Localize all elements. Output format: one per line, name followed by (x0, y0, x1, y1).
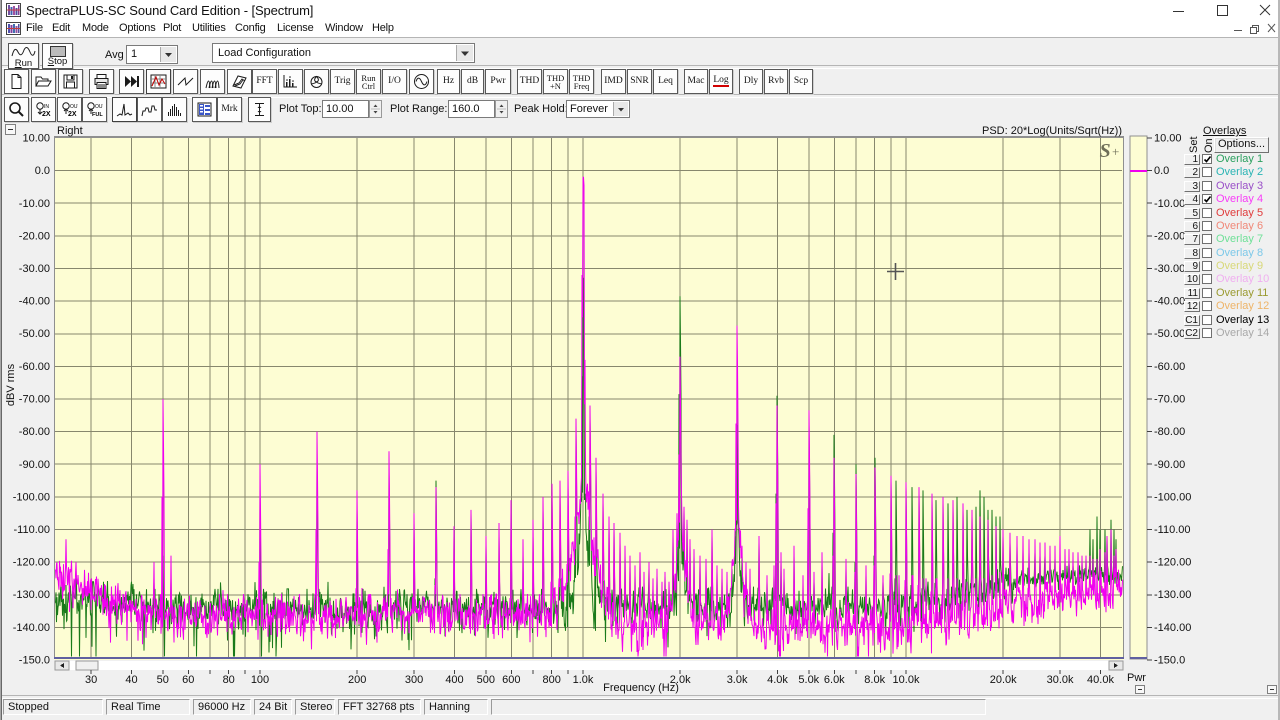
svg-text:-90.00: -90.00 (19, 459, 50, 471)
svg-text:80: 80 (223, 674, 235, 686)
svg-text:0.0: 0.0 (35, 165, 50, 177)
svg-text:-70.00: -70.00 (19, 394, 50, 406)
svg-text:-30.00: -30.00 (19, 263, 50, 275)
svg-text:10.00: 10.00 (1154, 133, 1182, 145)
svg-text:-140.00: -140.00 (1154, 622, 1191, 634)
svg-text:0.0: 0.0 (1154, 165, 1169, 177)
svg-text:50: 50 (157, 674, 169, 686)
svg-text:Right: Right (57, 125, 83, 137)
svg-text:60: 60 (182, 674, 194, 686)
svg-text:-80.00: -80.00 (19, 426, 50, 438)
svg-text:-120.00: -120.00 (1154, 557, 1191, 569)
svg-text:-20.00: -20.00 (1154, 230, 1185, 242)
svg-text:-110.00: -110.00 (14, 524, 51, 536)
svg-text:-100.00: -100.00 (13, 491, 50, 503)
svg-text:40.0k: 40.0k (1087, 674, 1114, 686)
svg-text:-50.00: -50.00 (19, 328, 50, 340)
svg-text:dBV rms: dBV rms (5, 363, 17, 406)
svg-text:-130.00: -130.00 (1154, 589, 1191, 601)
svg-text:-140.00: -140.00 (13, 622, 50, 634)
svg-text:PSD: 20*Log(Units/Sqrt(Hz)): PSD: 20*Log(Units/Sqrt(Hz)) (982, 125, 1122, 137)
svg-text:10.00: 10.00 (22, 133, 50, 145)
svg-text:-150.0: -150.0 (1154, 655, 1185, 667)
svg-text:-100.00: -100.00 (1154, 491, 1191, 503)
svg-text:-10.00: -10.00 (19, 198, 50, 210)
svg-text:-80.00: -80.00 (1154, 426, 1185, 438)
svg-text:300: 300 (405, 674, 423, 686)
svg-text:2.0k: 2.0k (670, 674, 691, 686)
svg-text:200: 200 (348, 674, 366, 686)
svg-text:S: S (1099, 140, 1110, 162)
svg-text:2X: 2X (68, 111, 77, 118)
svg-text:600: 600 (502, 674, 520, 686)
svg-text:OUT: OUT (70, 104, 78, 110)
svg-text:1.0k: 1.0k (573, 674, 594, 686)
svg-text:-150.0: -150.0 (19, 655, 50, 667)
svg-text:800: 800 (543, 674, 561, 686)
svg-text:30: 30 (85, 674, 97, 686)
svg-text:10.0k: 10.0k (893, 674, 920, 686)
svg-text:-70.00: -70.00 (1154, 394, 1185, 406)
svg-text:20.0k: 20.0k (990, 674, 1017, 686)
svg-text:-20.00: -20.00 (19, 230, 50, 242)
svg-text:-60.00: -60.00 (19, 361, 50, 373)
svg-text:Pwr: Pwr (1127, 672, 1146, 684)
svg-text:4.0k: 4.0k (767, 674, 788, 686)
svg-text:2X: 2X (42, 111, 51, 118)
svg-text:Frequency (Hz): Frequency (Hz) (603, 682, 679, 694)
svg-text:-30.00: -30.00 (1154, 263, 1185, 275)
svg-text:500: 500 (477, 674, 495, 686)
svg-text:-130.00: -130.00 (13, 589, 50, 601)
svg-text:100: 100 (251, 674, 269, 686)
svg-text:400: 400 (445, 674, 463, 686)
svg-text:30.0k: 30.0k (1047, 674, 1074, 686)
svg-text:5.0k: 5.0k (798, 674, 819, 686)
svg-text:-10.00: -10.00 (1154, 198, 1185, 210)
svg-text:6.0k: 6.0k (824, 674, 845, 686)
svg-text:-40.00: -40.00 (1154, 296, 1185, 308)
svg-text:-40.00: -40.00 (19, 296, 50, 308)
svg-text:OUT: OUT (95, 104, 103, 110)
svg-text:-60.00: -60.00 (1154, 361, 1185, 373)
svg-text:3.0k: 3.0k (727, 674, 748, 686)
svg-text:FULL: FULL (92, 112, 103, 118)
svg-text:-90.00: -90.00 (1154, 459, 1185, 471)
svg-text:40: 40 (125, 674, 137, 686)
svg-text:-120.00: -120.00 (13, 557, 50, 569)
svg-text:-50.00: -50.00 (1154, 328, 1185, 340)
svg-text:+: + (1112, 144, 1119, 159)
svg-text:-110.00: -110.00 (1154, 524, 1191, 536)
svg-text:IN: IN (44, 104, 49, 110)
svg-text:8.0k: 8.0k (864, 674, 885, 686)
